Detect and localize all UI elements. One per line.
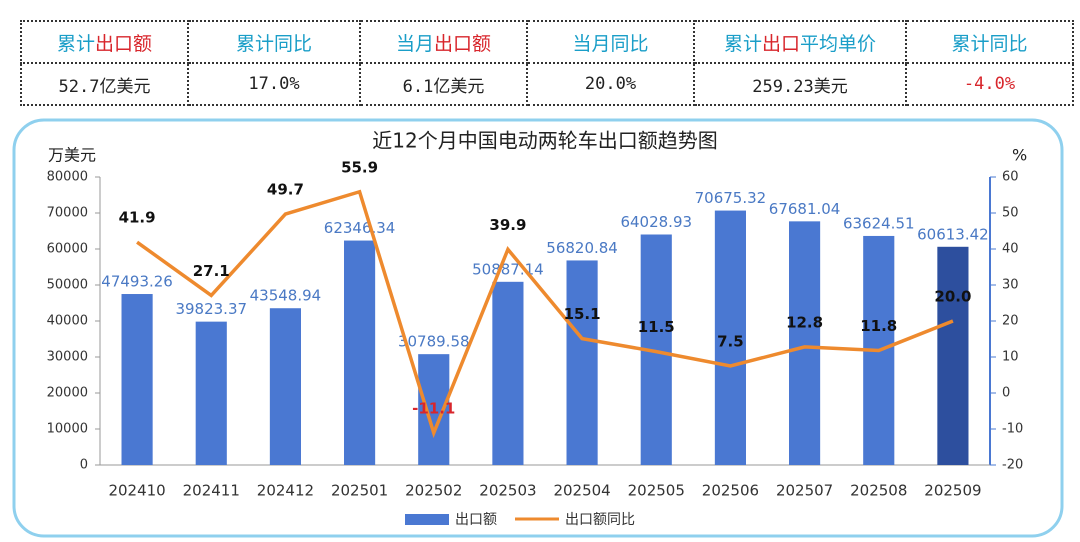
- x-tick-label: 202504: [553, 482, 610, 500]
- chart-title: 近12个月中国电动两轮车出口额趋势图: [372, 129, 717, 153]
- bar: [344, 240, 376, 465]
- x-tick-label: 202508: [850, 482, 907, 500]
- bar-value-label: 50887.14: [472, 260, 544, 278]
- header-text: 累计同比: [235, 32, 312, 55]
- legend-label: 出口额: [455, 512, 497, 528]
- legend-swatch: [405, 514, 449, 525]
- header-text: 出口额: [95, 32, 153, 55]
- x-tick-label: 202501: [331, 482, 388, 500]
- bar: [492, 281, 524, 465]
- header-cell: 累计出口额: [20, 20, 189, 64]
- y-tick-label: 80000: [47, 170, 88, 185]
- y-tick-label: 40000: [47, 314, 88, 329]
- y-tick-label: 10000: [47, 422, 88, 437]
- line-value-label: 11.8: [860, 317, 897, 335]
- header-text: 当月同比: [572, 32, 649, 55]
- line: [136, 189, 954, 439]
- line-value-label: -11.1: [412, 399, 455, 417]
- value-cell: 52.7亿美元: [20, 62, 189, 106]
- bar-value-label: 56820.84: [546, 239, 618, 257]
- y2-tick-label: -10: [1002, 422, 1023, 437]
- header-text: 平均单价: [800, 32, 877, 55]
- x-tick-label: 202505: [628, 482, 685, 500]
- y2-tick-label: -20: [1002, 458, 1023, 473]
- header-text: 当月: [395, 32, 434, 55]
- y2-axis-label: %: [1012, 146, 1027, 165]
- y-tick-label: 60000: [47, 242, 88, 257]
- x-tick-label: 202410: [108, 482, 165, 500]
- header-cell: 累计出口平均单价: [693, 20, 907, 64]
- x-tick-label: 202506: [702, 482, 759, 500]
- bar-value-label: 43548.94: [250, 287, 322, 305]
- bar: [714, 210, 746, 465]
- bar-value-label: 62346.34: [324, 219, 396, 237]
- value-cell: 17.0%: [187, 62, 361, 106]
- bar: [566, 260, 598, 465]
- bar-value-label: 63624.51: [843, 214, 915, 232]
- bar: [937, 246, 969, 465]
- line-value-label: 55.9: [341, 158, 378, 176]
- x-tick-label: 202411: [183, 482, 240, 500]
- x-tick-label: 202507: [776, 482, 833, 500]
- bar-value-label: 70675.32: [695, 189, 767, 207]
- bar: [269, 308, 301, 465]
- line-value-label: 12.8: [786, 313, 823, 331]
- bar-value-label: 30789.58: [398, 333, 470, 351]
- x-tick-label: 202502: [405, 482, 462, 500]
- bar-value-label: 47493.26: [101, 273, 173, 291]
- x-tick-label: 202509: [924, 482, 981, 500]
- line-value-label: 27.1: [193, 262, 230, 280]
- line-value-label: 20.0: [934, 288, 971, 306]
- header-text: 累计: [723, 32, 762, 55]
- y2-tick-label: 50: [1002, 206, 1019, 221]
- line-value-label: 41.9: [119, 209, 156, 227]
- header-text: 累计: [56, 32, 95, 55]
- chart-frame: [12, 118, 1064, 538]
- y-tick-label: 0: [80, 458, 88, 473]
- value-cell: -4.0%: [905, 62, 1074, 106]
- header-cell: 累计同比: [187, 20, 361, 64]
- bar-value-label: 67681.04: [769, 200, 841, 218]
- legend-label: 出口额同比: [565, 512, 635, 528]
- header-cell: 当月同比: [526, 20, 695, 64]
- x-tick-label: 202412: [257, 482, 314, 500]
- x-tick-label: 202503: [479, 482, 536, 500]
- header-cell: 累计同比: [905, 20, 1074, 64]
- value-cell: 6.1亿美元: [359, 62, 528, 106]
- header-text: 出口额: [434, 32, 492, 55]
- bar-value-label: 64028.93: [620, 213, 692, 231]
- y2-tick-label: 10: [1002, 350, 1019, 365]
- header-text: 出口: [761, 32, 800, 55]
- y-axis-label: 万美元: [48, 146, 96, 165]
- line-value-label: 15.1: [564, 305, 601, 323]
- line-value-label: 7.5: [717, 333, 744, 351]
- bar-value-label: 60613.42: [917, 225, 989, 243]
- bar: [195, 321, 227, 465]
- bar: [121, 294, 153, 465]
- line-value-label: 39.9: [489, 216, 526, 234]
- summary-table: 累计出口额 累计同比 当月出口额 当月同比 累计出口平均单价 累计同比 52.7亿美元 17.…: [20, 20, 1074, 106]
- y2-tick-label: 40: [1002, 242, 1019, 257]
- y2-tick-label: 0: [1002, 386, 1010, 401]
- y-tick-label: 50000: [47, 278, 88, 293]
- y2-tick-label: 20: [1002, 314, 1019, 329]
- bar: [789, 221, 821, 465]
- y2-tick-label: 30: [1002, 278, 1019, 293]
- line-value-label: 49.7: [267, 181, 304, 199]
- header-text: 累计同比: [951, 32, 1028, 55]
- y-tick-label: 30000: [47, 350, 88, 365]
- header-cell: 当月出口额: [359, 20, 528, 64]
- value-cell: 20.0%: [526, 62, 695, 106]
- line-value-label: 11.5: [638, 318, 675, 336]
- y2-tick-label: 60: [1002, 170, 1019, 185]
- bar-value-label: 39823.37: [175, 300, 247, 318]
- value-cell: 259.23美元: [693, 62, 907, 106]
- y-tick-label: 20000: [47, 386, 88, 401]
- y-tick-label: 70000: [47, 206, 88, 221]
